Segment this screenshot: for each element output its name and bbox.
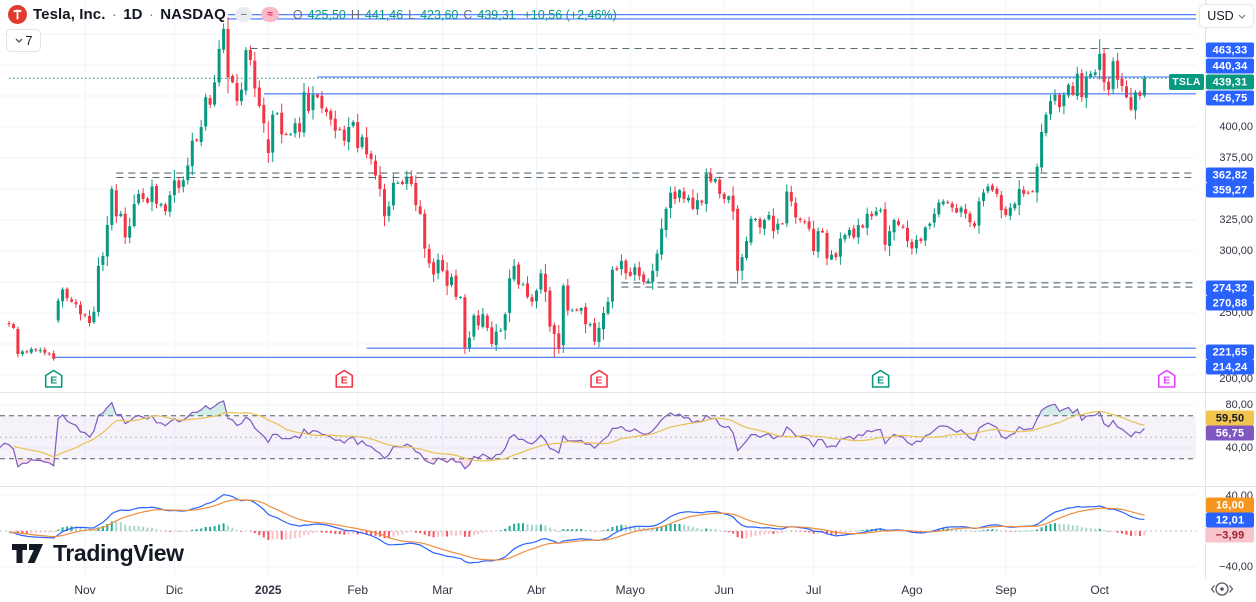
symbol-title[interactable]: Tesla, Inc. · 1D · NASDAQ (33, 6, 226, 23)
svg-text:E: E (50, 375, 57, 387)
legend-minimize-pill[interactable]: – (234, 7, 253, 22)
target-icon (1210, 582, 1234, 596)
indicator-axis-label: 80,00 (1225, 399, 1253, 411)
time-axis-month-label: Abr (527, 583, 546, 597)
time-axis-month-label: Feb (347, 583, 368, 597)
time-axis-month-label: Nov (74, 583, 96, 597)
time-axis-month-label: Jul (805, 583, 822, 597)
ohlc-values: O 425,50 H 441,46 L 423,60 C 439,31 (293, 8, 516, 22)
currency-selector-button[interactable]: USD (1199, 4, 1254, 28)
time-axis[interactable]: Nov Dic 2025 Feb Mar Abr Mayo Jun Jul Ago Sep Oct (0, 578, 1256, 602)
rsi-line (0, 400, 1145, 470)
indicator-axis-label: −40,00 (1219, 561, 1253, 573)
tesla-t-glyph (13, 9, 22, 20)
svg-text:E: E (877, 375, 884, 387)
ohlc-value: 441,46 (364, 7, 404, 22)
symbol-price-tag: TSLA (1169, 74, 1204, 90)
earnings-badge[interactable]: E (44, 369, 63, 388)
ohlc-label: O (292, 7, 303, 22)
price-axis-label: 300,00 (1219, 245, 1253, 257)
symbol-interval[interactable]: 1D (123, 6, 143, 23)
candles (7, 17, 1146, 361)
svg-text:E: E (596, 375, 603, 387)
current-price-label: 439,31 (1206, 74, 1254, 90)
currency-label: USD (1207, 9, 1234, 23)
ohlc-label: H (350, 7, 360, 22)
price-level-label: 362,82 (1206, 167, 1254, 183)
earnings-badge[interactable]: E (335, 369, 354, 388)
ohlc-label: L (408, 7, 416, 22)
svg-text:E: E (341, 375, 348, 387)
object-tree-toggle-button[interactable]: 7 (6, 29, 41, 52)
object-tree-count: 7 (25, 33, 33, 48)
time-axis-month-label: Mar (432, 583, 453, 597)
tradingview-logo[interactable]: TradingView (12, 540, 184, 567)
macd-line (8, 493, 1145, 564)
tesla-logo-icon[interactable] (8, 5, 27, 24)
chevron-down-icon (15, 38, 22, 43)
indicator-value-label: 16,00 (1206, 497, 1254, 513)
svg-text:E: E (1163, 375, 1170, 387)
rsi-ma-line (13, 410, 1145, 462)
price-level-label: 274,32 (1206, 280, 1254, 296)
tradingview-wordmark: TradingView (53, 540, 184, 566)
indicator-value-label: 59,50 (1206, 410, 1254, 426)
indicator-axis-label: 40,00 (1225, 442, 1253, 454)
price-level-label: 270,88 (1206, 295, 1254, 311)
macd-histogram (8, 521, 1146, 540)
time-axis-month-label: Dic (165, 583, 184, 597)
time-axis-month-label: Ago (901, 583, 923, 597)
ohlc-value: 423,60 (420, 7, 459, 22)
price-level-label: 221,65 (1206, 344, 1254, 360)
symbol-name: Tesla, Inc. (33, 6, 106, 23)
price-level-label: 426,75 (1206, 90, 1254, 106)
time-axis-month-label: 2025 (254, 583, 282, 597)
price-level-label: 463,33 (1206, 42, 1254, 58)
price-axis-label: 325,00 (1219, 214, 1253, 226)
indicator-value-label: 56,75 (1206, 425, 1254, 441)
price-axis-label: 375,00 (1219, 152, 1253, 164)
ohlc-value: 425,50 (307, 7, 346, 22)
time-axis-month-label: Mayo (615, 583, 645, 597)
tradingview-mark-icon (12, 543, 43, 563)
ohlc-value: 439,31 (477, 7, 516, 22)
go-to-realtime-button[interactable] (1208, 580, 1236, 602)
price-level-label: 440,34 (1206, 58, 1254, 74)
price-axis-label: 400,00 (1219, 121, 1253, 133)
symbol-header: Tesla, Inc. · 1D · NASDAQ – ≈ O 425,50 H 44… (8, 5, 617, 24)
earnings-badge[interactable]: E (590, 369, 608, 388)
indicator-value-label: 12,01 (1206, 512, 1254, 528)
indicator-value-label: −3,99 (1206, 527, 1254, 543)
price-scale[interactable]: 400,00 375,00 325,00 300,00 250,00 200,00 463,… (1204, 0, 1256, 578)
symbol-exchange: NASDAQ (160, 6, 226, 23)
price-level-label: 214,24 (1206, 359, 1254, 375)
earnings-badge[interactable]: E (1157, 369, 1176, 388)
time-axis-month-label: Oct (1090, 583, 1110, 597)
time-axis-month-label: Jun (714, 583, 734, 597)
ohlc-label: C (463, 7, 473, 22)
title-separator: · (148, 6, 154, 23)
price-axis-label: 200,00 (1219, 373, 1253, 385)
time-axis-month-label: Sep (995, 583, 1017, 597)
change-value: +10,56 (+2,46%) (523, 7, 617, 22)
earnings-badge[interactable]: E (871, 369, 890, 388)
chevron-down-icon (1238, 14, 1246, 19)
price-level-label: 359,27 (1206, 182, 1254, 198)
market-status-pill[interactable]: ≈ (261, 7, 279, 22)
macd-signal-line (8, 499, 1145, 561)
title-separator: · (111, 6, 117, 23)
